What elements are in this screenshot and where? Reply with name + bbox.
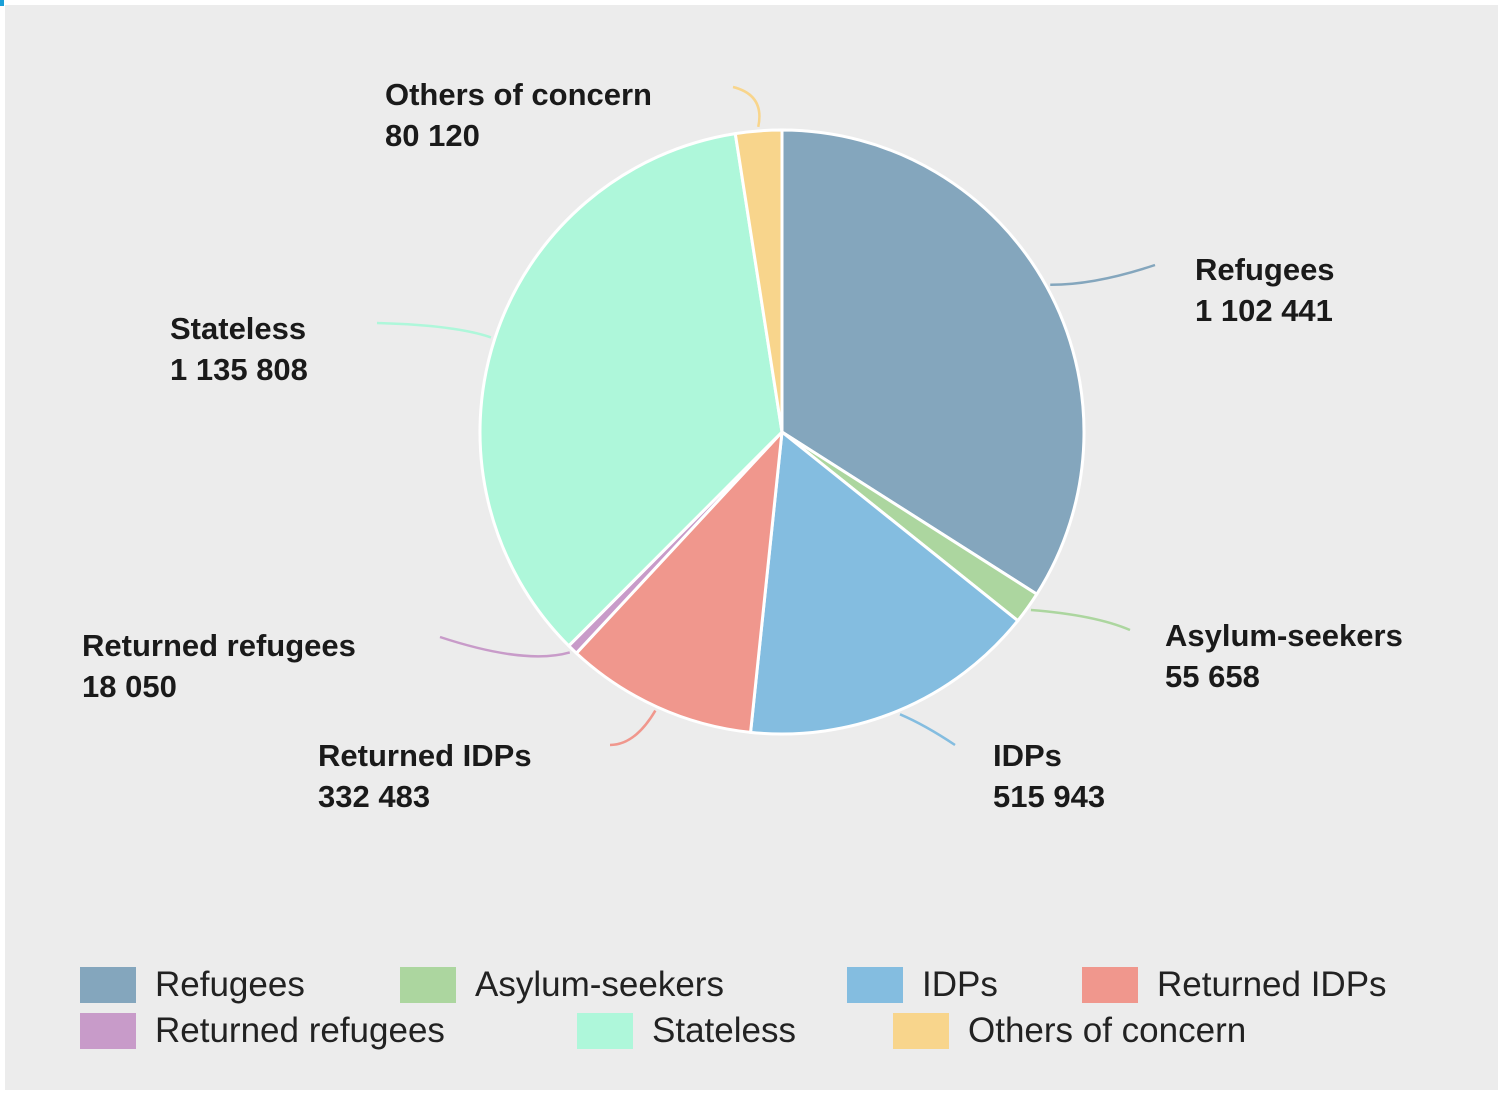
slice-label-name: IDPs — [993, 738, 1062, 773]
slice-label-value: 1 135 808 — [170, 352, 308, 387]
leader-line-others-of-concern — [732, 85, 761, 128]
slice-label-value: 18 050 — [82, 669, 177, 704]
legend-swatch — [80, 967, 136, 1003]
slice-label-value: 80 120 — [385, 118, 480, 153]
accent-mark — [0, 0, 4, 6]
slice-label-name: Returned refugees — [82, 628, 356, 663]
legend-swatch — [577, 1013, 633, 1049]
legend-swatch — [893, 1013, 949, 1049]
slice-label-asylum-seekers: Asylum-seekers 55 658 — [1165, 618, 1403, 694]
leader-line-returned-refugees — [439, 635, 571, 658]
legend-label: Stateless — [652, 1011, 796, 1050]
leader-lines — [376, 85, 1156, 747]
slice-label-value: 332 483 — [318, 779, 430, 814]
chart-panel: Refugees 1 102 441 Asylum-seekers 55 658 IDP… — [5, 5, 1498, 1090]
legend-label: Returned IDPs — [1157, 965, 1387, 1004]
legend-item-others-of-concern[interactable]: Others of concern — [893, 1011, 1246, 1051]
slice-label-value: 515 943 — [993, 779, 1105, 814]
pie-slices — [478, 128, 1086, 736]
pie-chart: Refugees 1 102 441 Asylum-seekers 55 658 IDP… — [82, 77, 1403, 814]
legend-label: Asylum-seekers — [475, 965, 724, 1004]
slice-label-name: Stateless — [170, 311, 306, 346]
legend-label: Others of concern — [968, 1011, 1247, 1050]
pie-slice-refugees[interactable] — [780, 128, 1086, 596]
slice-label-value: 1 102 441 — [1195, 293, 1333, 328]
leader-line-idps — [899, 713, 956, 747]
legend-label: Refugees — [155, 965, 305, 1004]
slice-label-stateless: Stateless 1 135 808 — [170, 311, 308, 387]
slice-label-others-of-concern: Others of concern 80 120 — [385, 77, 652, 153]
legend-item-refugees[interactable]: Refugees — [80, 965, 305, 1005]
legend-item-asylum-seekers[interactable]: Asylum-seekers — [400, 965, 724, 1005]
slice-label-returned-refugees: Returned refugees 18 050 — [82, 628, 356, 704]
legend-item-idps[interactable]: IDPs — [847, 965, 998, 1005]
legend-swatch — [80, 1013, 136, 1049]
legend-swatch — [1082, 967, 1138, 1003]
slice-labels: Refugees 1 102 441 Asylum-seekers 55 658 IDP… — [82, 77, 1403, 814]
slice-label-name: Others of concern — [385, 77, 652, 112]
slice-label-name: Returned IDPs — [318, 738, 532, 773]
slice-label-refugees: Refugees 1 102 441 — [1195, 252, 1335, 328]
pie-slice-returned-idps[interactable] — [574, 430, 784, 734]
leader-line-refugees — [1050, 263, 1156, 287]
leader-line-stateless — [376, 321, 492, 339]
legend-item-returned-refugees[interactable]: Returned refugees — [80, 1011, 445, 1051]
slice-label-idps: IDPs 515 943 — [993, 738, 1105, 814]
pie-slice-idps[interactable] — [749, 430, 1020, 736]
pie-slice-others-of-concern[interactable] — [733, 128, 784, 434]
legend-swatch — [847, 967, 903, 1003]
legend-item-stateless[interactable]: Stateless — [577, 1011, 796, 1051]
leader-line-asylum-seekers — [1030, 608, 1131, 632]
legend-label: IDPs — [922, 965, 998, 1004]
legend-item-returned-idps[interactable]: Returned IDPs — [1082, 965, 1387, 1005]
leader-line-returned-idps — [609, 709, 657, 747]
slice-label-value: 55 658 — [1165, 659, 1260, 694]
slice-label-name: Asylum-seekers — [1165, 618, 1403, 653]
pie-slice-stateless[interactable] — [478, 132, 784, 648]
legend-label: Returned refugees — [155, 1011, 445, 1050]
slice-label-returned-idps: Returned IDPs 332 483 — [318, 738, 532, 814]
slice-label-name: Refugees — [1195, 252, 1335, 287]
legend-swatch — [400, 967, 456, 1003]
